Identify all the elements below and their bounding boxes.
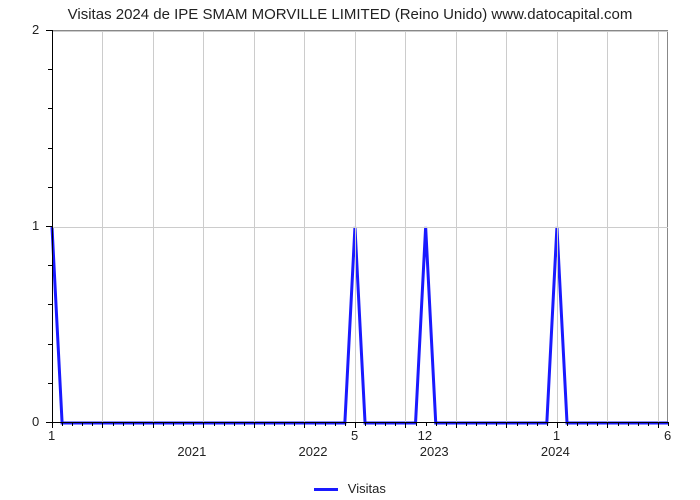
gridline-v [304, 31, 305, 423]
gridline-v [153, 31, 154, 423]
xtick-label: 5 [351, 428, 358, 443]
x-year-label: 2023 [420, 444, 449, 459]
chart-title: Visitas 2024 de IPE SMAM MORVILLE LIMITE… [0, 6, 700, 23]
x-year-label: 2021 [177, 444, 206, 459]
xtick-label: 12 [418, 428, 432, 443]
y-axis [52, 30, 53, 422]
gridline-v [658, 31, 659, 423]
gridline-v [607, 31, 608, 423]
gridline-v [102, 31, 103, 423]
legend-swatch [314, 488, 338, 491]
chart-container: { "chart": { "type": "line", "title": "V… [0, 0, 700, 500]
xtick-label: 1 [48, 428, 55, 443]
x-year-label: 2022 [299, 444, 328, 459]
gridline-h [52, 227, 668, 228]
xtick [668, 422, 669, 426]
gridline-v [506, 31, 507, 423]
gridline-h [52, 31, 668, 32]
legend-label: Visitas [348, 481, 386, 496]
x-axis [52, 422, 668, 423]
xtick-label: 6 [664, 428, 671, 443]
gridline-v [456, 31, 457, 423]
gridline-v [355, 31, 356, 423]
x-year-label: 2024 [541, 444, 570, 459]
ytick-label: 0 [32, 414, 39, 429]
legend: Visitas [0, 481, 700, 496]
gridline-v [557, 31, 558, 423]
plot-area [52, 30, 668, 422]
gridline-v [203, 31, 204, 423]
ytick-label: 1 [32, 218, 39, 233]
ytick-label: 2 [32, 22, 39, 37]
gridline-v [254, 31, 255, 423]
xtick-label: 1 [553, 428, 560, 443]
gridline-v [405, 31, 406, 423]
